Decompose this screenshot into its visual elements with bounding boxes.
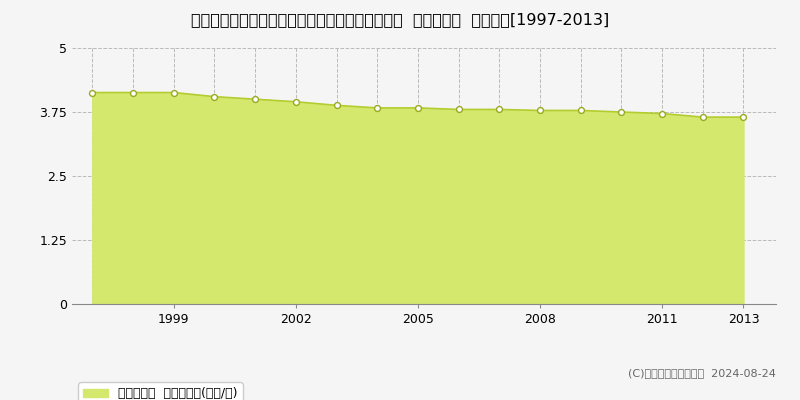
Point	[534, 107, 546, 114]
Point	[615, 109, 628, 115]
Point	[656, 110, 669, 117]
Point	[696, 114, 709, 120]
Point	[452, 106, 465, 113]
Point	[126, 89, 139, 96]
Point	[249, 96, 262, 102]
Point	[208, 94, 221, 100]
Point	[737, 114, 750, 120]
Point	[574, 107, 587, 114]
Legend: 基準地価格  平均坪単価(万円/坪): 基準地価格 平均坪単価(万円/坪)	[78, 382, 242, 400]
Point	[86, 89, 98, 96]
Point	[330, 102, 343, 108]
Point	[493, 106, 506, 113]
Point	[371, 105, 384, 111]
Point	[411, 105, 424, 111]
Text: (C)土地価格ドットコム  2024-08-24: (C)土地価格ドットコム 2024-08-24	[628, 368, 776, 378]
Text: 福島県南会津郡下郷町大字中妻字大百刈６８番２  基準地価格  地価推移[1997-2013]: 福島県南会津郡下郷町大字中妻字大百刈６８番２ 基準地価格 地価推移[1997-2…	[191, 12, 609, 27]
Point	[167, 89, 180, 96]
Point	[290, 98, 302, 105]
